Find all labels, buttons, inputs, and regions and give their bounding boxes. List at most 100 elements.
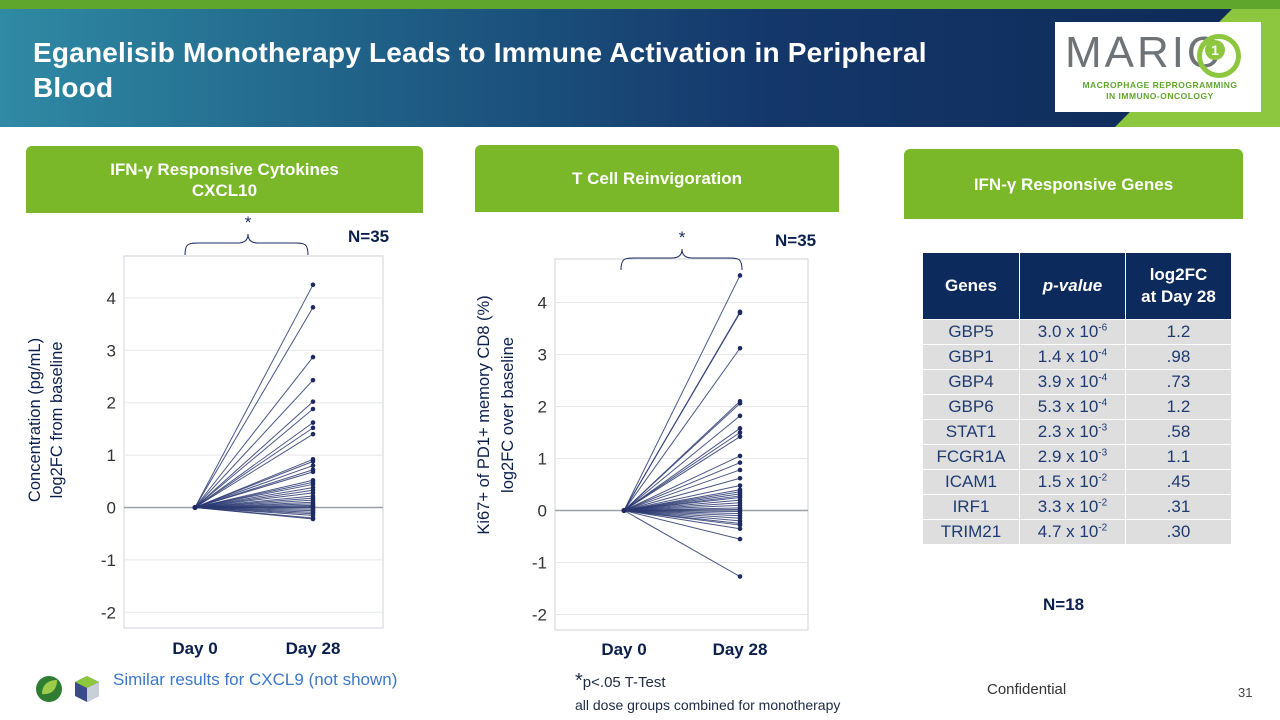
day28-point [737,522,743,528]
subject-line [194,507,314,520]
title-banner: Eganelisib Monotherapy Leads to Immune A… [0,9,1280,127]
page-title: Eganelisib Monotherapy Leads to Immune A… [33,37,927,103]
dose-footnote: all dose groups combined for monotherapy [575,697,841,713]
day28-point [737,310,743,316]
gene-row: STAT1 2.3 x 10-3.58 [922,419,1232,445]
day28-point [310,399,316,404]
gene-row: FCGR1A 2.9 x 10-3 1.1 [922,444,1232,470]
gene-name: TRIM21 [922,519,1020,545]
subject-line [194,307,314,508]
gene-name: GBP5 [922,319,1020,345]
day0-point [621,507,627,514]
gene-log2fc: .30 [1125,519,1232,545]
gene-pvalue: 2.3 x 10-3 [1019,419,1126,445]
cytokines-header-line2: CXCL10 [191,180,258,200]
gene-log2fc: .98 [1125,344,1232,370]
col-log2fc: log2FC at Day 28 [1125,252,1232,320]
gene-log2fc: .58 [1125,419,1232,445]
pvalue-base: 4.7 x 10 [1037,522,1099,541]
day28-point [310,459,316,464]
pvalue-base: 3.0 x 10 [1037,322,1099,341]
y-tick-label: 0 [107,499,116,518]
subject-line [194,422,314,508]
y-tick-label: 4 [107,289,116,308]
plot-area [123,255,384,629]
gene-pvalue: 3.0 x 10-6 [1019,319,1126,345]
pvalue-exponent: -3 [1098,447,1108,459]
x-tick-label: Day 28 [713,640,768,659]
pvalue-base: 2.9 x 10 [1037,447,1099,466]
subject-line [194,408,314,508]
cytokines-header: IFN-γ Responsive Cytokines CXCL10 [26,146,423,213]
subject-line [623,462,741,511]
logo-ring-icon [1197,34,1241,78]
mario-logo: MARIO 1 MACROPHAGE REPROGRAMMING IN IMMU… [1055,22,1261,112]
gene-table: Genes p-value log2FC at Day 28 GBP5 3.0 x… [922,252,1232,545]
leaf-logo-icon [36,676,62,702]
pvalue-exponent: -4 [1098,372,1108,384]
day28-point [310,377,316,383]
subject-line [194,427,314,508]
day0-point [192,504,198,511]
pvalue-exponent: -4 [1098,347,1108,359]
subject-line [623,403,741,511]
subject-line [194,433,314,508]
y-axis-label: log2FC over baseline [499,337,517,493]
day28-point [310,305,316,310]
subject-line [623,485,741,511]
gene-name: GBP6 [922,394,1020,420]
significance-bracket [620,248,743,271]
subject-line [623,436,741,511]
gene-name: FCGR1A [922,444,1020,470]
pvalue-exponent: -2 [1098,497,1108,509]
similar-results-note: Similar results for CXCL9 (not shown) [113,670,398,689]
y-tick-label: -1 [101,551,116,570]
pvalue-base: 3.3 x 10 [1037,497,1099,516]
day28-point [310,490,316,496]
logo-subtitle: MACROPHAGE REPROGRAMMING IN IMMUNO-ONCOL… [1065,80,1255,102]
col-log2fc-line1: log2FC [1149,265,1208,284]
gene-table-body: GBP5 3.0 x 10-6 1.2 GBP1 1.4 x 10-4.98 GBP4 3.… [922,319,1232,545]
day28-point [737,345,743,351]
day28-point [310,516,316,522]
gene-pvalue: 4.7 x 10-2 [1019,519,1126,545]
y-tick-label: 3 [538,346,547,365]
subject-line [623,510,741,526]
gene-name: STAT1 [922,419,1020,445]
subject-line [623,510,741,530]
day28-point [737,574,743,579]
significance-star: * [245,213,252,232]
subject-line [194,460,314,508]
subject-line [623,469,741,511]
day28-point [310,463,316,468]
gene-row: IRF1 3.3 x 10-2.31 [922,494,1232,520]
col-genes: Genes [922,252,1020,320]
subject-line [623,275,741,511]
y-tick-label: 4 [538,294,547,313]
genes-header: IFN-γ Responsive Genes [904,149,1243,219]
gene-row: GBP1 1.4 x 10-4.98 [922,344,1232,370]
y-tick-label: 3 [107,341,116,360]
tcell-chart: 4 3 2 1 0 -1 -2 Day 0 Day 28 Ki67+ of PD1+ memory… [475,228,809,659]
gene-row: ICAM1 1.5 x 10-2.45 [922,469,1232,495]
day28-point [310,406,316,412]
subject-line [623,415,741,511]
subject-line [194,401,314,508]
top-accent-bar [0,0,1280,9]
pvalue-exponent: -3 [1098,422,1108,434]
gene-name: ICAM1 [922,469,1020,495]
pvalue-base: 2.3 x 10 [1037,422,1099,441]
x-tick-label: Day 0 [601,640,646,659]
footer-logos [36,676,99,702]
pvalue-footnote: *p<.05 T-Test [575,670,666,693]
gene-name: GBP1 [922,344,1020,370]
gene-pvalue: 3.3 x 10-2 [1019,494,1126,520]
x-tick-label: Day 0 [172,639,217,658]
logo-text: MARIO [1065,28,1225,77]
gene-log2fc: .73 [1125,369,1232,395]
y-axis-label: log2FC from baseline [48,342,66,499]
subject-line [623,510,741,540]
gene-pvalue: 5.3 x 10-4 [1019,394,1126,420]
tcell-header: T Cell Reinvigoration [475,145,839,212]
